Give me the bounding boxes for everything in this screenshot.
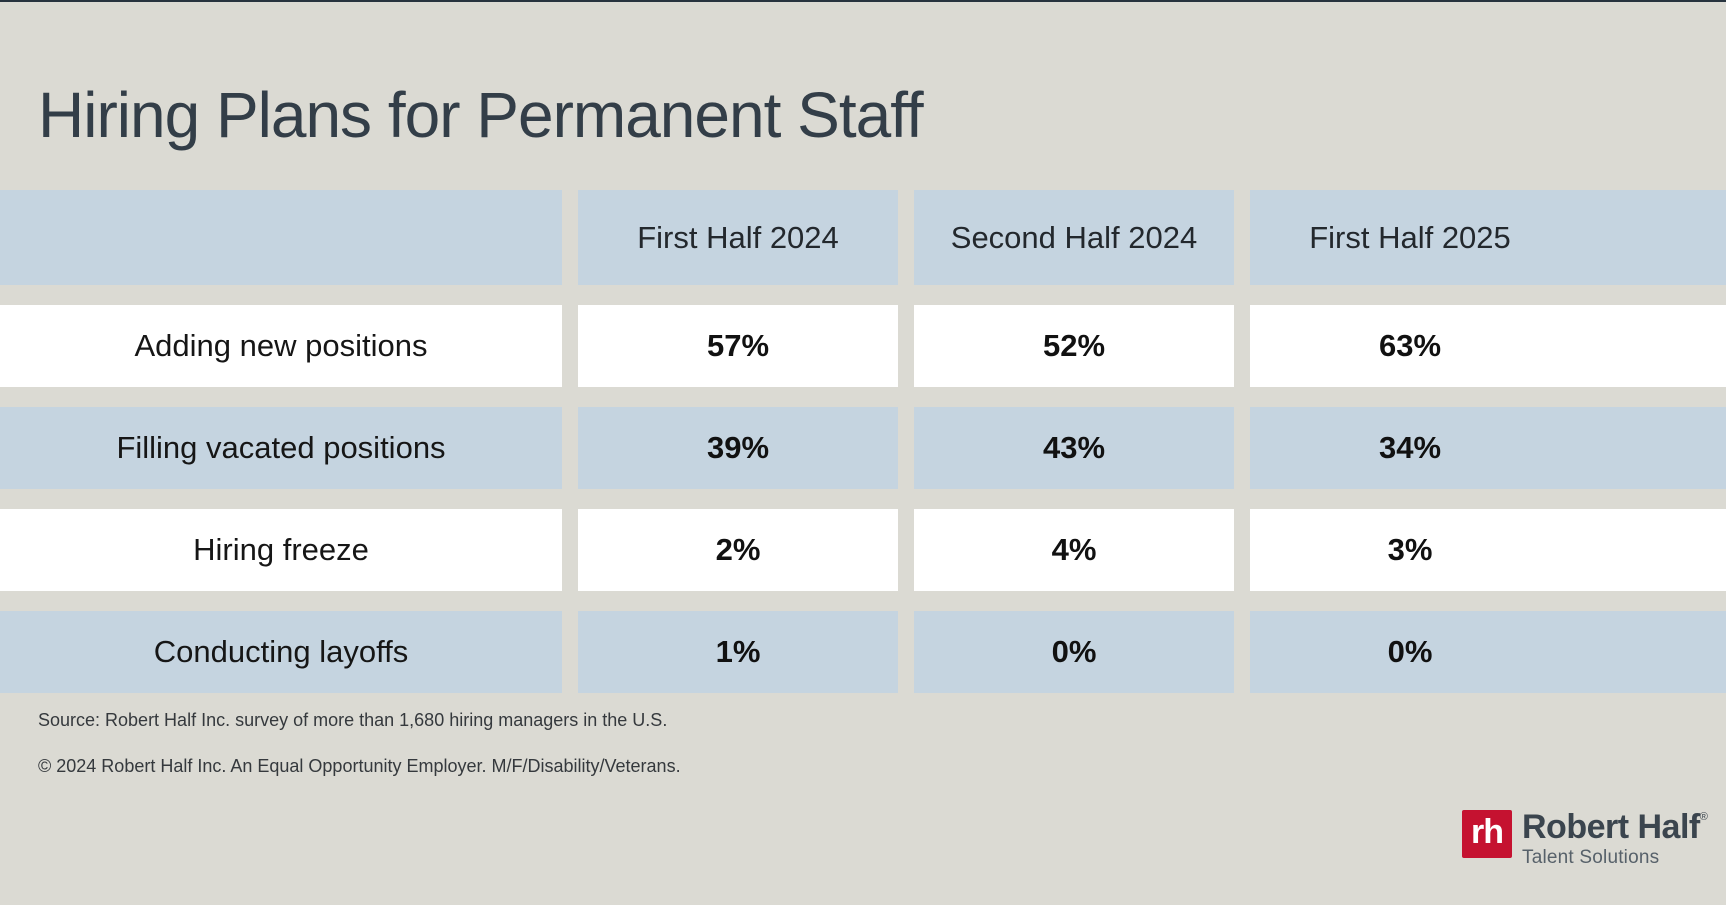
header-cell-h1-2025: First Half 2025	[1250, 190, 1726, 285]
logo-text-block: Robert Half® Talent Solutions	[1522, 808, 1708, 869]
source-note: Source: Robert Half Inc. survey of more …	[38, 710, 668, 730]
top-divider	[0, 0, 1726, 2]
registered-trademark-icon: ®	[1699, 811, 1708, 823]
value-cell: 0%	[914, 611, 1234, 693]
value-cell: 34%	[1250, 407, 1726, 489]
header-cell-h1-2024: First Half 2024	[578, 190, 898, 285]
value-cell: 4%	[914, 509, 1234, 591]
header-cell-h2-2024: Second Half 2024	[914, 190, 1234, 285]
row-label: Conducting layoffs	[0, 611, 562, 693]
value-cell: 3%	[1250, 509, 1726, 591]
row-label: Hiring freeze	[0, 509, 562, 591]
header-cell-empty	[0, 190, 562, 285]
copyright-note: © 2024 Robert Half Inc. An Equal Opportu…	[38, 756, 681, 776]
row-label: Filling vacated positions	[0, 407, 562, 489]
robert-half-logo: rh Robert Half® Talent Solutions	[1462, 808, 1708, 869]
rh-monogram-icon: rh	[1462, 810, 1512, 858]
value-cell: 57%	[578, 305, 898, 387]
value-cell: 2%	[578, 509, 898, 591]
row-label: Adding new positions	[0, 305, 562, 387]
value-cell: 1%	[578, 611, 898, 693]
logo-brand-name: Robert Half®	[1522, 808, 1708, 846]
value-cell: 43%	[914, 407, 1234, 489]
logo-tagline: Talent Solutions	[1522, 847, 1660, 868]
hiring-plans-table: First Half 2024 Second Half 2024 First H…	[0, 190, 1726, 693]
value-cell: 63%	[1250, 305, 1726, 387]
page-title: Hiring Plans for Permanent Staff	[38, 79, 924, 151]
value-cell: 52%	[914, 305, 1234, 387]
logo-brand-label: Robert Half	[1522, 808, 1700, 846]
value-cell: 0%	[1250, 611, 1726, 693]
value-cell: 39%	[578, 407, 898, 489]
